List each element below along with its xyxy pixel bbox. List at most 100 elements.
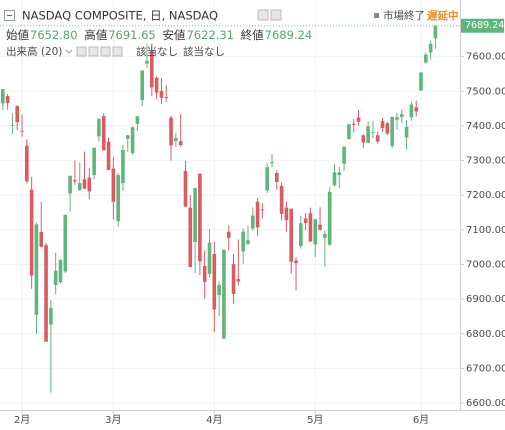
candle-body xyxy=(289,208,294,262)
candle-body xyxy=(39,231,44,247)
candle-body xyxy=(125,135,130,139)
y-tick-label: 6600.00 xyxy=(466,398,505,409)
ohlc-value: 7622.31 xyxy=(186,28,234,42)
candle-body xyxy=(77,183,82,191)
candle-body xyxy=(270,161,274,163)
indicator-button[interactable] xyxy=(76,46,87,57)
candle-body xyxy=(308,213,313,242)
candle-body xyxy=(164,97,169,98)
candle-body xyxy=(419,72,423,91)
candle-body xyxy=(347,124,351,140)
candle-body xyxy=(63,214,68,272)
candle-body xyxy=(154,77,159,93)
candle-body xyxy=(265,167,269,191)
y-tick-label: 7000.00 xyxy=(466,260,505,271)
indicator-button[interactable] xyxy=(112,46,123,57)
y-tick-label: 7200.00 xyxy=(466,190,505,201)
candle-body xyxy=(0,89,5,104)
candle-body xyxy=(202,265,207,282)
candle-body xyxy=(145,60,149,64)
dropdown-icon[interactable] xyxy=(65,49,73,54)
candle-body xyxy=(73,180,77,182)
ohlc-label: 安値 xyxy=(162,28,185,42)
last-price-tag xyxy=(461,18,504,33)
last-price-label: 7689.24 xyxy=(465,20,504,31)
candle-body xyxy=(255,201,260,228)
y-tick-label: 7600.00 xyxy=(466,52,505,63)
candle-body xyxy=(10,125,15,127)
ohlc-value: 7652.80 xyxy=(30,28,78,42)
ohlc-label: 高値 xyxy=(84,28,107,42)
candle-body xyxy=(428,43,433,53)
candle-body xyxy=(241,231,245,252)
x-tick-label: 3月 xyxy=(105,414,121,426)
x-tick-label: 6月 xyxy=(413,414,429,426)
candle-body xyxy=(130,127,135,153)
candle-body xyxy=(29,189,34,276)
candle-body xyxy=(106,141,111,170)
candle-body xyxy=(140,70,145,100)
candle-body xyxy=(294,260,298,264)
settings-button[interactable] xyxy=(257,9,269,21)
candle-body xyxy=(68,175,72,194)
candle-body xyxy=(323,234,327,238)
candle-body xyxy=(169,117,173,146)
indicator-button[interactable] xyxy=(100,46,111,57)
candle-body xyxy=(97,118,101,137)
ohlc-label: 終値 xyxy=(241,28,264,42)
candle-body xyxy=(231,264,236,294)
candle-body xyxy=(174,138,178,142)
y-tick-label: 7500.00 xyxy=(466,86,505,97)
candle-body xyxy=(361,135,366,143)
candle-body xyxy=(342,146,346,164)
y-tick-label: 7400.00 xyxy=(466,121,505,132)
candle-body xyxy=(34,224,39,315)
candle-body xyxy=(87,177,92,192)
candle-body xyxy=(217,284,221,295)
candle-body xyxy=(226,231,231,238)
x-tick-label: 2月 xyxy=(14,414,30,426)
candle-body xyxy=(150,50,154,88)
candle-body xyxy=(395,117,399,120)
candle-body xyxy=(327,191,332,245)
candle-body xyxy=(178,141,183,145)
header: NASDAQ COMPOSITE, 日, NASDAQ 市場終了 遅延中 始値7… xyxy=(4,9,459,58)
candle-body xyxy=(198,173,202,262)
candle-body xyxy=(318,224,322,230)
indicator-value: 該当なし xyxy=(183,45,225,58)
y-tick-label: 6700.00 xyxy=(466,363,505,374)
candle-body xyxy=(250,215,255,229)
candle-body xyxy=(20,130,24,132)
candle-body xyxy=(159,90,164,98)
settings-button[interactable] xyxy=(270,9,282,21)
candle-body xyxy=(284,207,289,221)
candle-body xyxy=(375,135,380,142)
ohlc-value: 7689.24 xyxy=(265,28,313,42)
candle-body xyxy=(299,223,303,247)
candle-body xyxy=(188,207,193,267)
y-tick-label: 7300.00 xyxy=(466,156,505,167)
x-tick-label: 5月 xyxy=(307,414,323,426)
chart-title: NASDAQ COMPOSITE, 日, NASDAQ xyxy=(22,9,218,23)
candle-body xyxy=(274,173,279,183)
candle-body xyxy=(49,308,53,325)
candle-body xyxy=(183,170,188,207)
candle-body xyxy=(5,96,10,104)
candle-body xyxy=(207,242,212,274)
indicator-value: 該当なし xyxy=(136,45,178,58)
y-tick-label: 6800.00 xyxy=(466,329,505,340)
indicator-name: 出来高 (20) xyxy=(6,45,62,58)
candle-body xyxy=(409,104,414,118)
ohlc-legend: 始値7652.80 高値7691.65 安値7622.31 終値7689.24 xyxy=(6,28,312,42)
ohlc-value: 7691.65 xyxy=(108,28,156,42)
candle-body xyxy=(424,54,428,63)
candle-body xyxy=(313,219,318,245)
candle-body xyxy=(337,172,342,176)
candle-body xyxy=(92,147,96,176)
candle-body xyxy=(135,116,140,124)
candle-body xyxy=(260,209,265,211)
candle-body xyxy=(404,126,409,138)
indicator-button[interactable] xyxy=(88,46,99,57)
market-status: 市場終了 xyxy=(383,9,425,22)
candle-body xyxy=(380,121,385,129)
